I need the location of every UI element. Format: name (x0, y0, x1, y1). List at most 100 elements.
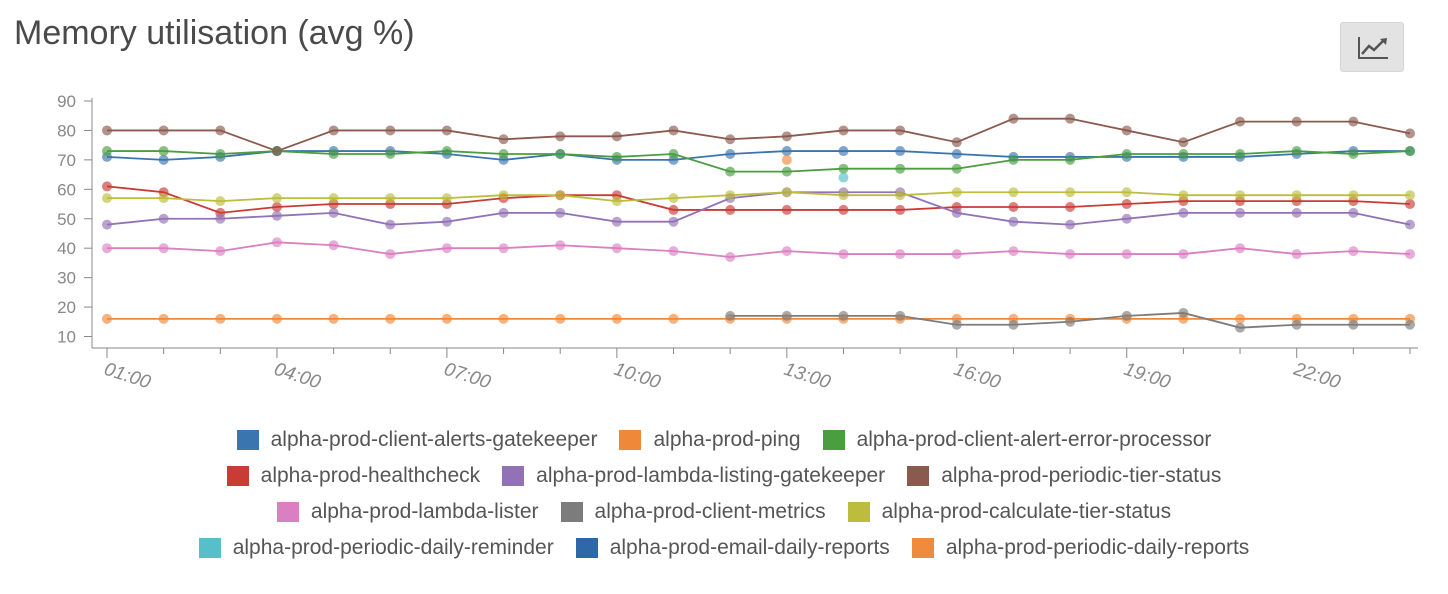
data-point (668, 204, 679, 215)
data-point (215, 246, 226, 257)
data-point (838, 249, 849, 260)
legend-swatch (575, 538, 598, 558)
series-line-alpha-prod-calculate-tier-status (107, 191, 1410, 202)
data-point (271, 201, 282, 212)
data-point (951, 148, 962, 159)
data-point (611, 151, 622, 162)
legend-swatch (911, 538, 934, 558)
legend-swatch (619, 430, 642, 450)
data-point (895, 163, 906, 174)
data-point (781, 246, 792, 257)
y-tick-label: 90 (57, 92, 76, 111)
legend-label: alpha-prod-email-daily-reports (609, 536, 890, 559)
y-tick-label: 80 (57, 121, 76, 140)
data-point (158, 193, 169, 204)
data-point (385, 313, 396, 324)
y-tick-label: 50 (57, 210, 76, 229)
data-point (158, 146, 169, 157)
data-point (838, 190, 849, 201)
data-point (385, 219, 396, 230)
legend-item[interactable]: alpha-prod-periodic-daily-reports (911, 536, 1249, 560)
data-point (555, 131, 566, 142)
data-point (215, 148, 226, 159)
data-point (1121, 187, 1132, 198)
data-point (498, 134, 509, 145)
series-line-alpha-prod-client-alert-error-processor (107, 150, 1411, 173)
legend-label: alpha-prod-calculate-tier-status (881, 500, 1172, 523)
legend-swatch (822, 430, 845, 450)
data-point (1235, 313, 1246, 324)
legend: alpha-prod-client-alerts-gatekeeper alpha… (0, 422, 1448, 566)
data-point (1348, 148, 1359, 159)
data-point (385, 148, 396, 159)
legend-swatch (276, 502, 299, 522)
data-point (1008, 319, 1019, 330)
data-point (1065, 219, 1076, 230)
data-point (781, 154, 792, 165)
data-point (1405, 319, 1415, 330)
data-point (1065, 249, 1076, 260)
data-point (781, 187, 792, 198)
data-point (1291, 190, 1302, 201)
data-point (895, 190, 906, 201)
data-point (1291, 146, 1302, 157)
legend-row: alpha-prod-healthcheck alpha-prod-lambda-… (0, 458, 1448, 494)
legend-item[interactable]: alpha-prod-calculate-tier-status (847, 500, 1172, 524)
legend-item[interactable]: alpha-prod-client-metrics (560, 500, 826, 524)
legend-item[interactable]: alpha-prod-periodic-tier-status (907, 464, 1221, 488)
legend-item[interactable]: alpha-prod-client-alert-error-processor (822, 428, 1212, 452)
data-point (498, 207, 509, 218)
data-point (555, 148, 566, 159)
data-point (1008, 187, 1019, 198)
data-point (102, 146, 112, 157)
legend-swatch (236, 430, 259, 450)
data-point (1405, 199, 1415, 210)
data-point (725, 190, 736, 201)
legend-item[interactable]: alpha-prod-client-alerts-gatekeeper (236, 428, 597, 452)
data-point (1348, 190, 1359, 201)
data-point (1405, 219, 1415, 230)
line-chart-icon (1358, 37, 1388, 59)
data-point (271, 146, 282, 157)
legend-row: alpha-prod-client-alerts-gatekeeper alpha… (0, 422, 1448, 458)
data-point (668, 125, 679, 136)
data-point (1348, 116, 1359, 127)
data-point (1065, 154, 1076, 165)
data-point (498, 313, 509, 324)
legend-item[interactable]: alpha-prod-lambda-lister (276, 500, 539, 524)
data-point (1008, 216, 1019, 227)
data-point (1348, 246, 1359, 257)
x-tick-label: 04:00 (271, 359, 323, 394)
legend-item[interactable]: alpha-prod-periodic-daily-reminder (198, 536, 554, 560)
data-point (328, 125, 339, 136)
y-tick-label: 10 (57, 328, 76, 347)
chart-type-button[interactable] (1340, 22, 1404, 72)
data-point (441, 146, 452, 157)
legend-item[interactable]: alpha-prod-healthcheck (226, 464, 480, 488)
data-point (498, 148, 509, 159)
y-tick-label: 30 (57, 269, 76, 288)
data-point (838, 163, 849, 174)
data-point (668, 148, 679, 159)
legend-item[interactable]: alpha-prod-email-daily-reports (575, 536, 890, 560)
legend-item[interactable]: alpha-prod-ping (619, 428, 801, 452)
data-point (1235, 322, 1246, 333)
data-point (1291, 116, 1302, 127)
data-point (158, 243, 169, 254)
data-point (1121, 310, 1132, 321)
x-tick-label: 01:00 (101, 359, 153, 394)
legend-swatch (907, 466, 930, 486)
data-point (1178, 137, 1189, 148)
data-point (1405, 146, 1415, 157)
data-point (611, 131, 622, 142)
data-point (725, 148, 736, 159)
data-point (611, 243, 622, 254)
data-point (271, 313, 282, 324)
data-point (1291, 249, 1302, 260)
legend-label: alpha-prod-lambda-listing-gatekeeper (536, 464, 886, 487)
legend-item[interactable]: alpha-prod-lambda-listing-gatekeeper (502, 464, 885, 488)
x-tick-label: 10:00 (611, 359, 663, 394)
legend-label: alpha-prod-client-alert-error-processor (856, 428, 1212, 451)
data-point (611, 313, 622, 324)
data-point (158, 213, 169, 224)
